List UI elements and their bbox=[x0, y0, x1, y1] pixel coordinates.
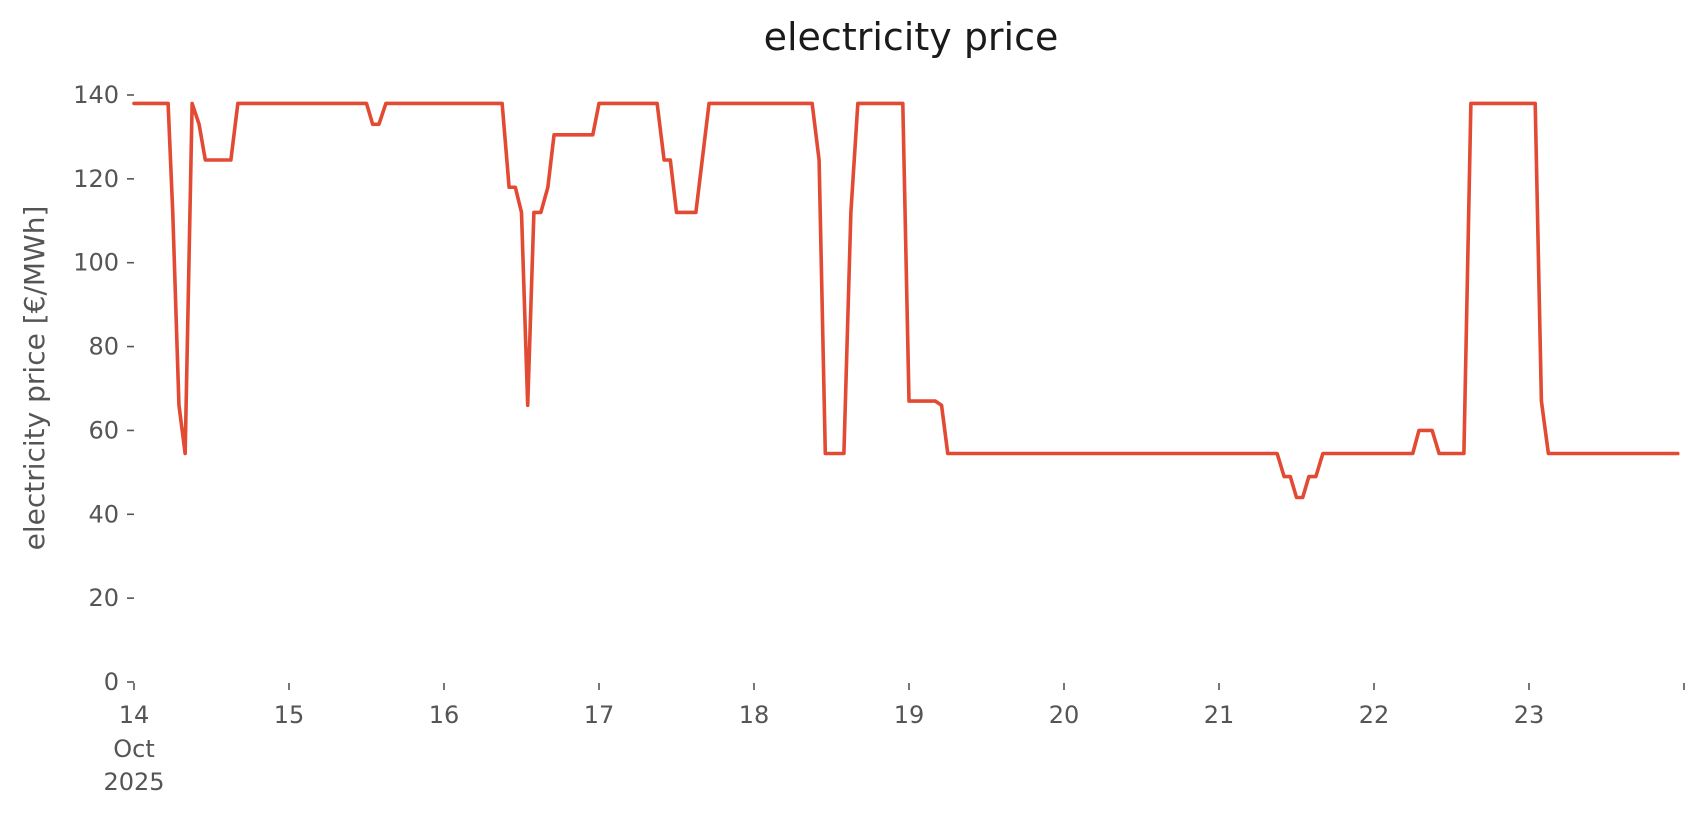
y-tick-label: 0 bbox=[104, 668, 119, 696]
chart-title: electricity price bbox=[764, 15, 1059, 59]
x-axis: 14 Oct 2025 15 16 17 18 19 20 21 22 23 bbox=[103, 683, 1685, 796]
x-tick-label: 22 bbox=[1359, 701, 1390, 729]
y-tick-label: 120 bbox=[73, 165, 119, 193]
x-tick-sublabel: Oct bbox=[113, 735, 155, 763]
x-tick-label: 16 bbox=[429, 701, 460, 729]
x-tick-label: 20 bbox=[1049, 701, 1080, 729]
x-tick-label: 18 bbox=[739, 701, 770, 729]
y-tick-label: 60 bbox=[88, 416, 119, 444]
x-tick-label: 21 bbox=[1204, 701, 1235, 729]
y-tick-label: 140 bbox=[73, 81, 119, 109]
y-tick-label: 100 bbox=[73, 249, 119, 277]
y-axis: 0 20 40 60 80 100 120 140 bbox=[73, 81, 134, 696]
x-tick-sublabel: 2025 bbox=[103, 768, 164, 796]
x-tick-label: 15 bbox=[274, 701, 305, 729]
series-line bbox=[132, 101, 1680, 500]
x-tick-label: 14 bbox=[119, 701, 150, 729]
y-axis-label: electricity price [€/MWh] bbox=[18, 206, 51, 551]
plot-series bbox=[132, 101, 1680, 500]
y-tick-label: 80 bbox=[88, 333, 119, 361]
x-tick-label: 17 bbox=[584, 701, 615, 729]
y-tick-label: 20 bbox=[88, 584, 119, 612]
x-tick-label: 23 bbox=[1514, 701, 1545, 729]
y-tick-label: 40 bbox=[88, 500, 119, 528]
x-tick-label: 19 bbox=[894, 701, 925, 729]
